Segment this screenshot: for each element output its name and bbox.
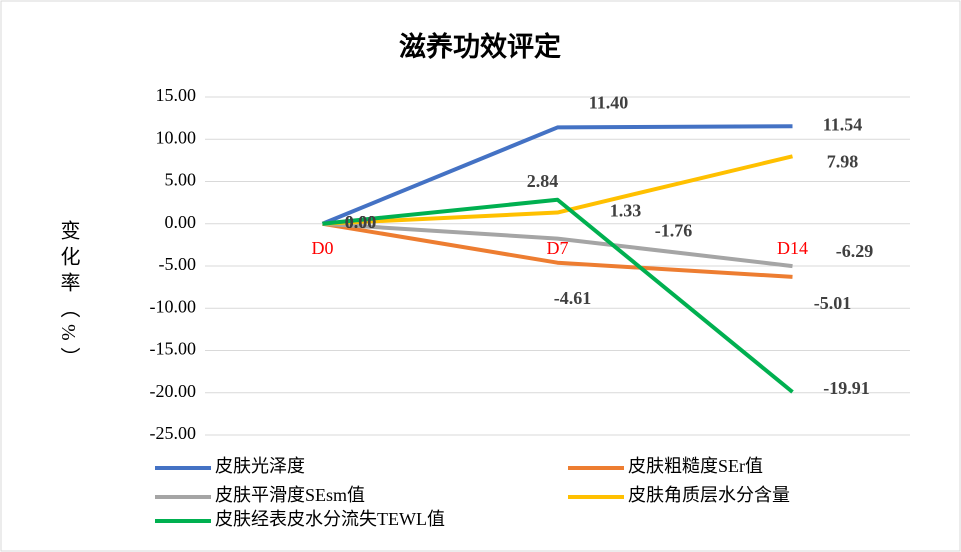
- series-line: [322, 197, 794, 394]
- data-label: 11.54: [823, 114, 863, 134]
- data-label: -19.91: [823, 378, 870, 398]
- chart-title: 滋养功效评定: [399, 31, 561, 62]
- data-label: 11.40: [589, 93, 629, 113]
- data-label: -5.01: [814, 293, 852, 313]
- y-tick-label: -15.00: [150, 339, 197, 359]
- series-line: [322, 221, 793, 269]
- series-line: [322, 154, 793, 226]
- legend-label: 皮肤平滑度SEsm值: [215, 485, 365, 505]
- y-tick-label: 10.00: [156, 127, 197, 147]
- series-line: [321, 124, 793, 226]
- legend-label: 皮肤角质层水分含量: [628, 485, 790, 505]
- y-tick-label: 15.00: [156, 85, 197, 105]
- legend-label: 皮肤光泽度: [215, 456, 305, 476]
- data-label: -6.29: [836, 241, 874, 261]
- data-label: 1.33: [610, 201, 642, 221]
- y-tick-label: 0.00: [165, 212, 197, 232]
- y-tick-label: -20.00: [150, 381, 197, 401]
- data-label: 0.00: [345, 212, 377, 232]
- y-tick-label: -25.00: [150, 423, 197, 443]
- data-label: -1.76: [655, 221, 693, 241]
- legend-label: 皮肤经表皮水分流失TEWL值: [215, 509, 445, 529]
- x-tick-label: D7: [547, 238, 569, 258]
- data-label: 0.00: [345, 212, 377, 232]
- x-tick-label: D0: [312, 238, 334, 258]
- data-label: -4.61: [554, 288, 592, 308]
- y-tick-label: 5.00: [165, 170, 197, 190]
- legend-label: 皮肤粗糙度SEr值: [628, 456, 763, 476]
- data-label: 0.00: [345, 212, 377, 232]
- x-tick-label: D14: [777, 238, 808, 258]
- series-line: [322, 221, 793, 279]
- data-label: 7.98: [827, 151, 859, 171]
- data-label: 0.00: [345, 212, 377, 232]
- y-axis-title: 变化率（%）: [57, 220, 80, 373]
- y-tick-label: -10.00: [150, 296, 197, 316]
- data-label: 0.00: [345, 212, 377, 232]
- data-label: 2.84: [527, 171, 559, 191]
- y-tick-label: -5.00: [159, 254, 197, 274]
